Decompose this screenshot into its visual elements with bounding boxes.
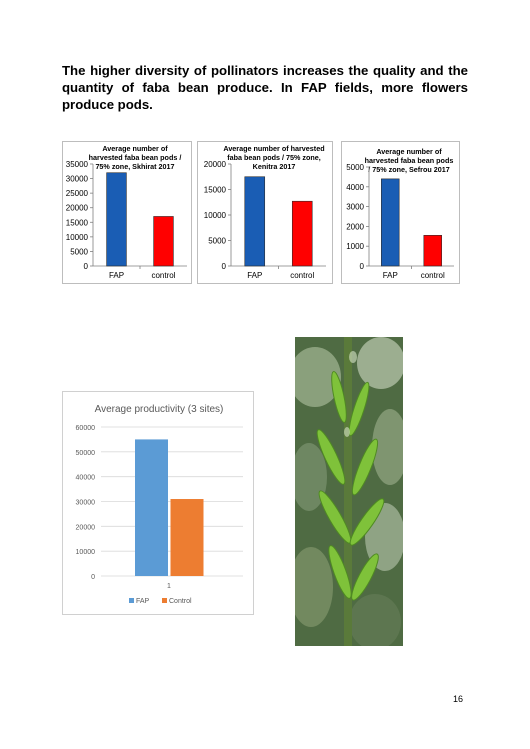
y-tick-label: 2000 [346,222,364,231]
chart-kenitra: Average number of harvested faba bean po… [197,141,333,284]
bar-fap [135,439,168,576]
chart-skhirat: Average number of harvested faba bean po… [62,141,192,284]
chart-title-line: harvested faba bean pods / [89,153,182,162]
bar-control [170,499,204,576]
chart-skhirat-svg: Average number of harvested faba bean po… [66,144,187,280]
legend-swatch-control [162,598,167,603]
y-tick-label: 20000 [66,204,89,213]
y-tick-label: 25000 [66,189,89,198]
chart-title-line: 75% zone, Skhirat 2017 [95,162,174,171]
y-tick-label: 20000 [204,160,227,169]
x-category-label: FAP [247,271,262,280]
chart-sefrou-svg: Average number of harvested faba bean po… [346,147,454,280]
x-category-label: control [421,271,445,280]
y-tick-label: 1000 [346,242,364,251]
y-tick-label: 0 [84,262,89,271]
legend-label-control: Control [169,598,192,605]
y-tick-label: 0 [360,262,365,271]
faba-bean-plant-image [295,337,403,646]
y-tick-label: 5000 [70,247,88,256]
chart-title-line: faba bean pods / 75% zone, [227,153,320,162]
y-tick-label: 10000 [204,211,227,220]
y-tick-label: 50000 [76,450,96,457]
chart-title: Average productivity (3 sites) [95,404,224,415]
x-category-label: FAP [383,271,398,280]
x-category-label: control [151,271,175,280]
chart-average-productivity: Average productivity (3 sites) 0 10000 200… [62,391,254,615]
y-tick-label: 10000 [66,233,89,242]
x-category-label: control [290,271,314,280]
chart-kenitra-svg: Average number of harvested faba bean po… [204,144,326,280]
chart-title-line: harvested faba bean pods [365,156,454,165]
bar-control [423,235,442,267]
y-tick-label: 35000 [66,160,89,169]
y-tick-label: 40000 [76,475,96,482]
chart-average-productivity-svg: Average productivity (3 sites) 0 10000 200… [76,404,243,605]
y-tick-label: 3000 [346,203,364,212]
bar-fap [244,176,266,267]
chart-sefrou: Average number of harvested faba bean po… [341,141,460,284]
y-tick-label: 60000 [76,425,96,432]
chart-title-line: Average number of [376,147,442,156]
bar-control [291,200,313,267]
x-category-label: FAP [109,271,124,280]
y-tick-label: 0 [222,262,227,271]
page-heading: The higher diversity of pollinators incr… [62,63,468,112]
y-tick-label: 30000 [76,500,96,507]
y-tick-label: 10000 [76,549,96,556]
bar-fap [106,172,127,267]
chart-title-line: Kenitra 2017 [253,162,296,171]
y-tick-label: 4000 [346,183,364,192]
legend-swatch-fap [129,598,134,603]
chart-title-line: / 75% zone, Sefrou 2017 [368,165,450,174]
chart-title-line: Average number of harvested [223,144,324,153]
y-tick-label: 5000 [346,163,364,172]
y-tick-label: 5000 [208,237,226,246]
y-tick-label: 30000 [66,175,89,184]
y-tick-label: 15000 [204,186,227,195]
y-tick-label: 15000 [66,218,89,227]
y-tick-label: 0 [91,574,95,581]
chart-title-line: Average number of [102,144,168,153]
x-category-label: 1 [167,583,171,590]
page-number: 16 [453,694,464,704]
legend-label-fap: FAP [136,598,150,605]
faba-bean-photo [295,337,403,646]
bar-control [153,216,174,267]
bar-fap [381,178,400,267]
y-tick-label: 20000 [76,524,96,531]
